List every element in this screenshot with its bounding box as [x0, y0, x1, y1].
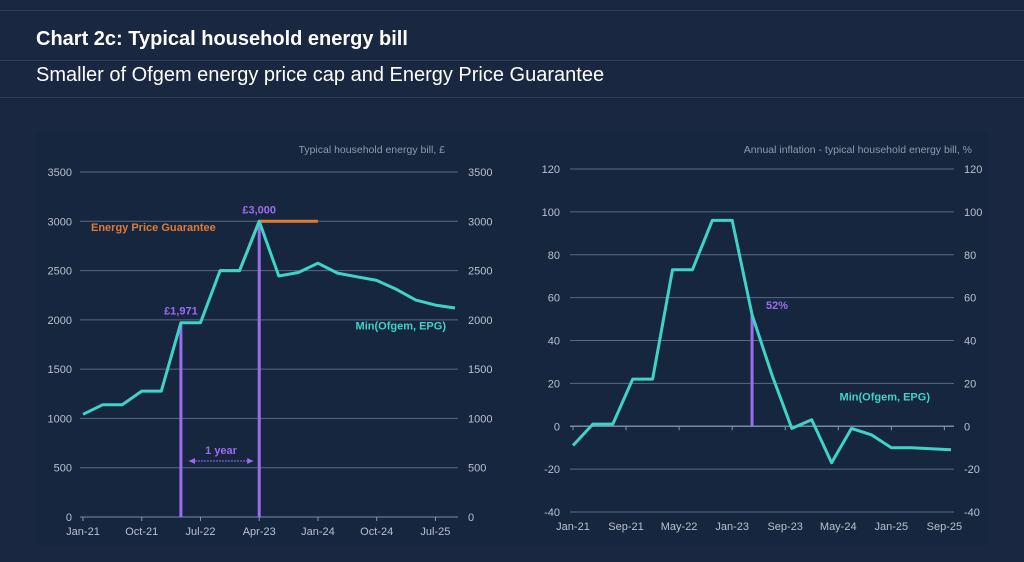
chart1-legend-label: Min(Ofgem, EPG)	[356, 321, 447, 333]
chart2-y-tick-left: -40	[544, 507, 560, 519]
chart1-x-tick-label: Jan-24	[301, 526, 335, 538]
chart2-y-tick-left: 60	[548, 293, 560, 305]
chart1-x-tick-label: Jul-22	[185, 526, 215, 538]
chart1-y-tick-right: 500	[468, 463, 486, 475]
chart2-x-tick-label: Sep-21	[608, 521, 643, 533]
chart2-y-tick-left: 100	[542, 207, 560, 219]
chart2-series-line-min-ofgem-epg	[571, 218, 952, 465]
top-rule	[0, 10, 1024, 11]
chart1-y-tick-left: 1000	[48, 413, 72, 425]
chart1-y-tick-left: 500	[54, 463, 72, 475]
chart1-y-tick-right: 2500	[468, 266, 492, 278]
page-subtitle: Smaller of Ofgem energy price cap and En…	[36, 64, 605, 86]
chart1-y-tick-left: 2500	[48, 266, 72, 278]
chart2-x-tick-label: Sep-23	[767, 521, 802, 533]
chart2-y-tick-right: 0	[964, 421, 970, 433]
title-rule	[0, 60, 1024, 61]
chart2-x-tick-label: May-24	[820, 521, 857, 533]
chart1-legend-label: Energy Price Guarantee	[91, 222, 216, 234]
chart1-annotation-label: £1,971	[164, 306, 198, 318]
chart2-y-tick-left: 40	[548, 336, 560, 348]
chart2-annotation-label: 52%	[766, 300, 788, 312]
chart2-x-tick-label: Sep-25	[927, 521, 962, 533]
chart2-y-tick-right: 120	[964, 164, 982, 176]
page-title: Chart 2c: Typical household energy bill	[36, 28, 408, 50]
chart2-y-tick-right: 80	[964, 250, 976, 262]
chart2-y-tick-right: 100	[964, 207, 982, 219]
chart1-interval-arrow-left-icon	[188, 458, 195, 464]
chart2-y-tick-left: 20	[548, 378, 560, 390]
chart2-y-tick-right: 60	[964, 293, 976, 305]
chart2-y-tick-left: -20	[544, 464, 560, 476]
chart1-y-tick-right: 2000	[468, 315, 492, 327]
chart2-x-tick-label: Jan-21	[556, 521, 590, 533]
chart2-x-tick-label: Jan-25	[874, 521, 908, 533]
chart2-y-tick-right: -20	[964, 464, 980, 476]
chart1-x-tick-label: Oct-21	[125, 526, 158, 538]
subtitle-rule	[0, 97, 1024, 98]
chart2-y-tick-left: 80	[548, 250, 560, 262]
chart1-y-tick-left: 1500	[48, 364, 72, 376]
chart1-axis-title: Typical household energy bill, £	[298, 144, 445, 156]
chart2-y-tick-right: 40	[964, 336, 976, 348]
chart1-y-tick-right: 1500	[468, 364, 492, 376]
chart1-interval-label: 1 year	[205, 445, 238, 457]
chart1-annotation-label: £3,000	[242, 204, 276, 216]
chart2-y-tick-left: 0	[554, 421, 560, 433]
chart2-legend-label: Min(Ofgem, EPG)	[840, 392, 931, 404]
chart1-series-line-min-ofgem-epg	[82, 219, 456, 416]
chart1-interval-arrow-right-icon	[247, 458, 254, 464]
chart1-y-tick-left: 3000	[48, 216, 72, 228]
chart1-y-tick-left: 3500	[48, 167, 72, 179]
chart1-x-tick-label: Oct-24	[360, 526, 393, 538]
chart1-x-tick-label: Jan-21	[66, 526, 100, 538]
chart1-y-tick-right: 3500	[468, 167, 492, 179]
chart2-x-tick-label: May-22	[661, 521, 698, 533]
chart1-x-tick-label: Apr-23	[243, 526, 276, 538]
chart2-y-tick-right: -40	[964, 507, 980, 519]
chart1-y-tick-left: 0	[66, 512, 72, 524]
chart1-y-tick-left: 2000	[48, 315, 72, 327]
chart2-axis-title: Annual inflation - typical household ene…	[744, 144, 972, 156]
chart2-y-tick-right: 20	[964, 378, 976, 390]
chart-panel	[36, 132, 988, 546]
chart2-x-tick-label: Jan-23	[715, 521, 749, 533]
chart1-x-tick-label: Jul-25	[420, 526, 450, 538]
chart1-y-tick-right: 3000	[468, 216, 492, 228]
chart1-y-tick-right: 0	[468, 512, 474, 524]
chart1-y-tick-right: 1000	[468, 413, 492, 425]
chart2-y-tick-left: 120	[542, 164, 560, 176]
